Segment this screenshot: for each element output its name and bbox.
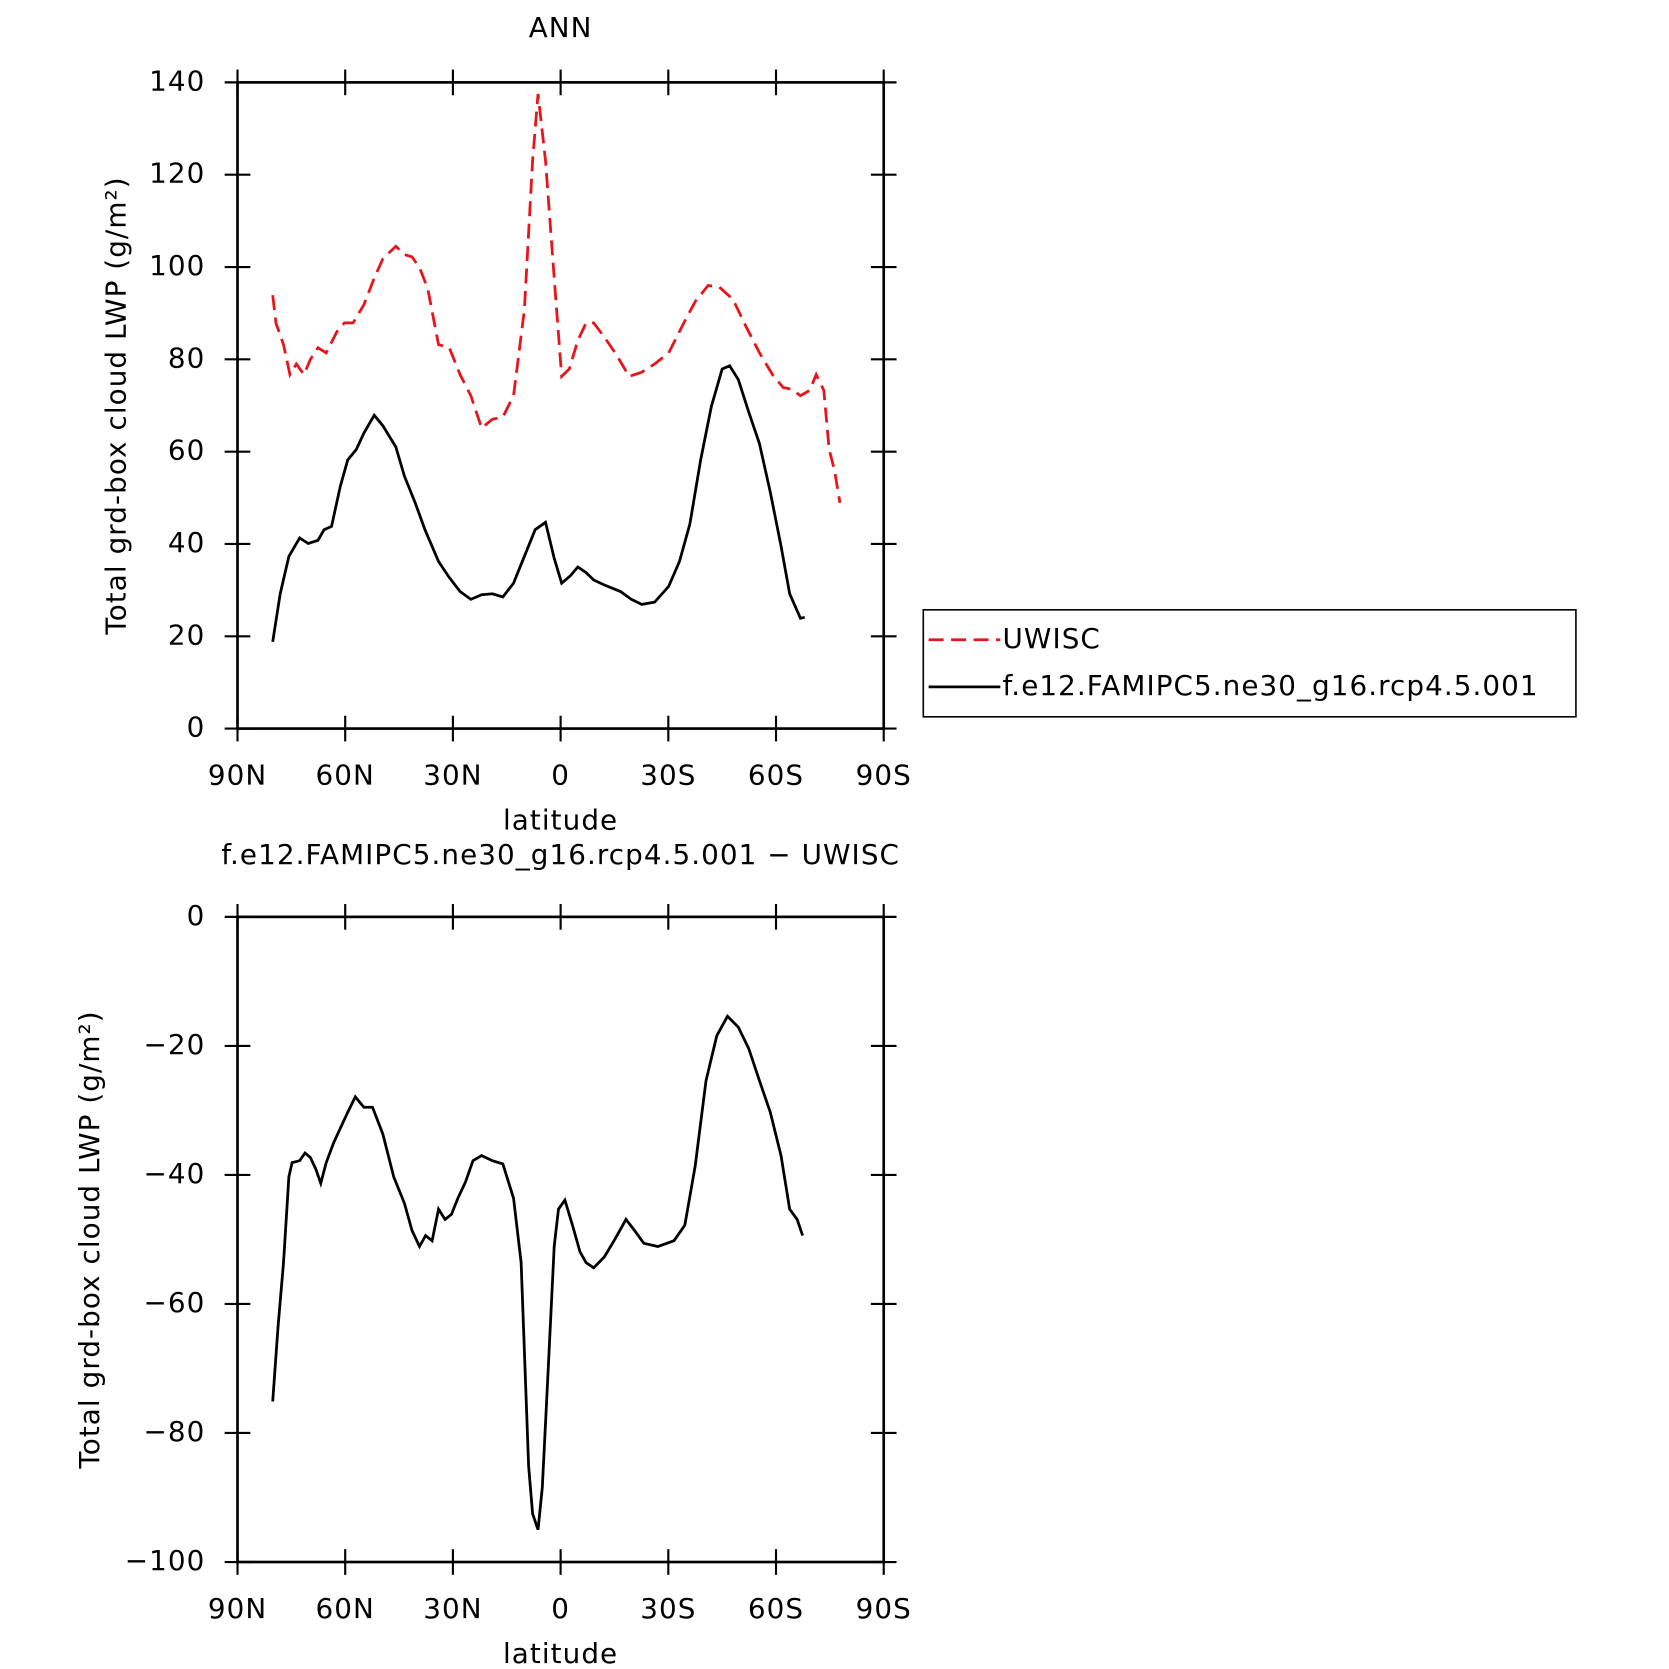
y-axis-label: Total grd-box cloud LWP (g/m²) [100, 176, 133, 635]
x-tick-label: 90N [208, 759, 267, 792]
x-tick-label: 0 [551, 1592, 570, 1625]
y-tick-label: −100 [125, 1544, 206, 1577]
y-tick-label: 0 [187, 899, 206, 932]
y-axis-label: Total grd-box cloud LWP (g/m²) [73, 1010, 106, 1469]
x-tick-label: 90S [856, 1592, 912, 1625]
y-tick-label: 120 [149, 157, 205, 190]
y-tick-label: 20 [168, 618, 206, 651]
data-line [271, 364, 806, 643]
y-tick-label: 100 [149, 249, 205, 282]
legend-label: UWISC [1002, 622, 1100, 655]
x-tick-label: 30S [640, 759, 696, 792]
x-tick-label: 90S [856, 759, 912, 792]
y-tick-label: 0 [187, 711, 206, 744]
y-tick-label: 80 [168, 341, 206, 374]
y-tick-label: 140 [149, 64, 205, 97]
data-line [271, 1013, 804, 1531]
legend-label: f.e12.FAMIPC5.ne30_g16.rcp4.5.001 [1002, 669, 1538, 702]
x-tick-label: 60N [316, 759, 375, 792]
plot-frame [236, 915, 886, 1564]
data-line [271, 93, 842, 504]
x-tick-label: 0 [551, 759, 570, 792]
x-tick-label: 30N [423, 1592, 482, 1625]
x-axis-label: latitude [503, 1637, 618, 1669]
x-axis-label: latitude [503, 804, 618, 837]
y-tick-label: 40 [168, 526, 206, 559]
chart-title: ANN [529, 11, 593, 44]
x-tick-label: 30S [640, 1592, 696, 1625]
x-tick-label: 60S [748, 1592, 804, 1625]
plot-frame [236, 81, 886, 730]
y-tick-label: −60 [144, 1286, 206, 1319]
y-tick-label: −80 [144, 1415, 206, 1448]
y-tick-label: 60 [168, 434, 206, 467]
x-tick-label: 60S [748, 759, 804, 792]
x-tick-label: 30N [423, 759, 482, 792]
legend-box [922, 609, 1577, 718]
chart-title: f.e12.FAMIPC5.ne30_g16.rcp4.5.001 − UWIS… [221, 838, 900, 871]
y-tick-label: −20 [144, 1028, 206, 1061]
x-tick-label: 60N [316, 1592, 375, 1625]
x-tick-label: 90N [208, 1592, 267, 1625]
y-tick-label: −40 [144, 1157, 206, 1190]
